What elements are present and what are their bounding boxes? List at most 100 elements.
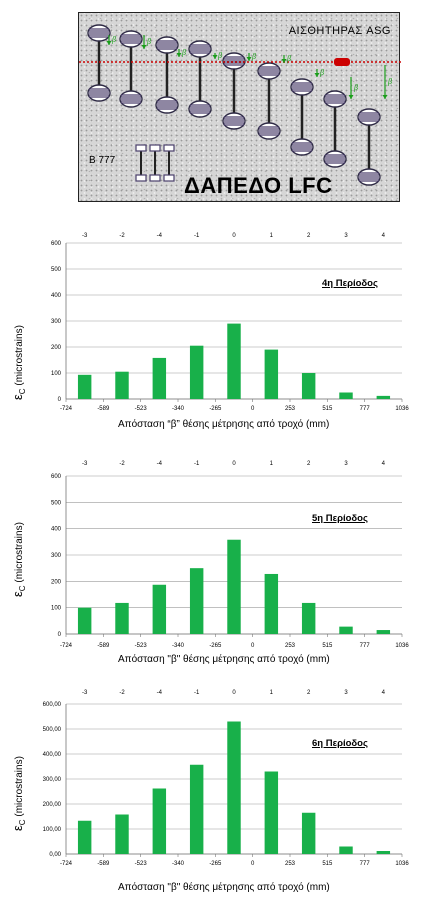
landing-gear-2-wheel-top — [119, 30, 143, 48]
bottom-axis-label: 1036 — [395, 643, 409, 649]
landing-gear-7-wheel-bottom — [290, 138, 314, 156]
bar — [227, 721, 241, 854]
floor-label: ΔΑΠΕΔΟ LFC — [184, 173, 333, 198]
top-axis-label: 1 — [270, 461, 274, 467]
bottom-axis-label: -589 — [97, 643, 110, 649]
y-axis-label: εC (microstrains) — [10, 325, 27, 400]
landing-gear-3-wheel-bottom — [155, 96, 179, 114]
y-tick-label: 400 — [51, 527, 62, 533]
x-axis-label: Απόσταση "β" θέσης μέτρησης από τροχό (m… — [118, 882, 330, 893]
bottom-axis-label: 777 — [360, 643, 371, 649]
beta-symbol: β — [286, 54, 291, 63]
top-axis-label: 3 — [344, 690, 348, 696]
bar — [264, 573, 279, 634]
chart-period-4: 0 100 200 300 400 500 600 -3 -2 -4 -1 0 1 2 3 4 -724 -589… — [0, 228, 428, 450]
beta-symbol: β — [251, 52, 256, 61]
bar — [376, 630, 391, 634]
bar — [301, 373, 316, 399]
x-axis-label: Απόσταση “β” θέσης μέτρησης από τροχό (m… — [118, 419, 330, 430]
bottom-axis-label: 0 — [251, 861, 255, 867]
bar — [77, 607, 92, 634]
landing-gear-7-wheel-top — [290, 78, 314, 96]
chart-svg: 0,00 100,00 200,00 300,00 400,00 500,00 600,00… — [43, 690, 410, 867]
bar — [339, 626, 353, 634]
bottom-axis-label: -523 — [135, 406, 148, 412]
y-tick-label: 600 — [51, 474, 62, 480]
bar — [339, 846, 353, 854]
bar — [189, 568, 204, 634]
bottom-axis-label: -523 — [135, 861, 148, 867]
bar — [115, 814, 129, 854]
landing-gear-5-wheel-top — [222, 52, 246, 70]
bottom-axis-label: 777 — [360, 861, 371, 867]
sensor-label: ΑΙΣΘΗΤΗΡΑΣ ASG — [288, 25, 391, 37]
bottom-axis-label: 777 — [360, 406, 371, 412]
top-axis-label: -2 — [119, 461, 125, 467]
top-axis-label: -3 — [82, 690, 88, 696]
y-tick-label: 500 — [51, 500, 62, 506]
landing-gear-6-wheel-bottom — [257, 122, 281, 140]
bottom-axis-label: 1036 — [395, 406, 409, 412]
top-axis-label: 2 — [307, 461, 311, 467]
y-tick-label: 100 — [51, 606, 62, 612]
aircraft-gear-wheel — [163, 174, 175, 182]
y-tick-label: 400,00 — [43, 752, 62, 758]
beta-arrow-head — [348, 95, 354, 99]
chart-period-5: 0 100 200 300 400 500 600 -3 -2 -4 -1 0 1 2 3 4 -724 -589… — [0, 461, 428, 672]
aircraft-gear-wheel — [149, 144, 161, 152]
top-axis-label: -3 — [82, 461, 88, 467]
period-label: 6η Περίοδος — [312, 738, 368, 749]
diagram-drawing: β β β β β β β β β — [79, 24, 401, 186]
beta-arrow-head — [212, 55, 218, 59]
y-tick-label: 200 — [51, 579, 62, 585]
top-axis-label: 4 — [382, 461, 386, 467]
beta-symbol: β — [181, 48, 186, 57]
bottom-axis-label: 515 — [322, 861, 333, 867]
bar — [264, 771, 279, 854]
top-axis-label: 4 — [382, 690, 386, 696]
bottom-axis-label: 0 — [251, 643, 255, 649]
bar — [301, 812, 316, 854]
chart-svg: 0 100 200 300 400 500 600 -3 -2 -4 -1 0 1 2 3 4 -724 -589… — [51, 461, 409, 649]
beta-symbol: β — [353, 83, 358, 92]
bottom-axis-label: -724 — [60, 861, 73, 867]
bar — [227, 323, 241, 399]
beta-symbol: β — [319, 68, 324, 77]
y-tick-label: 0 — [58, 632, 62, 638]
bottom-axis-label: -340 — [172, 861, 185, 867]
y-tick-label: 400 — [51, 293, 62, 299]
y-tick-label: 600,00 — [43, 702, 62, 708]
y-tick-label: 300 — [51, 553, 62, 559]
top-axis-label: -1 — [194, 461, 200, 467]
bottom-axis-label: -724 — [60, 643, 73, 649]
bar — [376, 395, 391, 399]
bar — [227, 539, 241, 634]
sensor-marker — [334, 58, 350, 66]
bar — [77, 820, 92, 854]
top-axis-label: -1 — [194, 233, 200, 239]
landing-gear-9-wheel-bottom — [357, 168, 381, 186]
y-tick-label: 500,00 — [43, 727, 62, 733]
top-axis-label: 4 — [382, 233, 386, 239]
aircraft-gear-wheel — [135, 174, 147, 182]
y-tick-label: 0 — [58, 397, 62, 403]
y-tick-label: 300 — [51, 319, 62, 325]
y-tick-label: 100 — [51, 371, 62, 377]
y-tick-label: 200 — [51, 345, 62, 351]
aircraft-gear-wheel — [163, 144, 175, 152]
beta-arrow-head — [246, 57, 252, 61]
top-axis-label: -1 — [194, 690, 200, 696]
bottom-axis-label: -589 — [97, 861, 110, 867]
bottom-axis-label: 515 — [322, 406, 333, 412]
bottom-axis-label: -265 — [209, 406, 222, 412]
beta-symbol: β — [146, 37, 151, 46]
top-axis-label: 0 — [232, 233, 236, 239]
bottom-axis-label: -589 — [97, 406, 110, 412]
top-axis-label: 1 — [270, 690, 274, 696]
landing-gear-1-wheel-top — [87, 24, 111, 42]
bottom-axis-label: -265 — [209, 643, 222, 649]
period-label: 4η Περίοδος — [322, 278, 378, 289]
bar — [152, 357, 167, 399]
bottom-axis-label: -265 — [209, 861, 222, 867]
top-axis-label: -4 — [157, 233, 163, 239]
